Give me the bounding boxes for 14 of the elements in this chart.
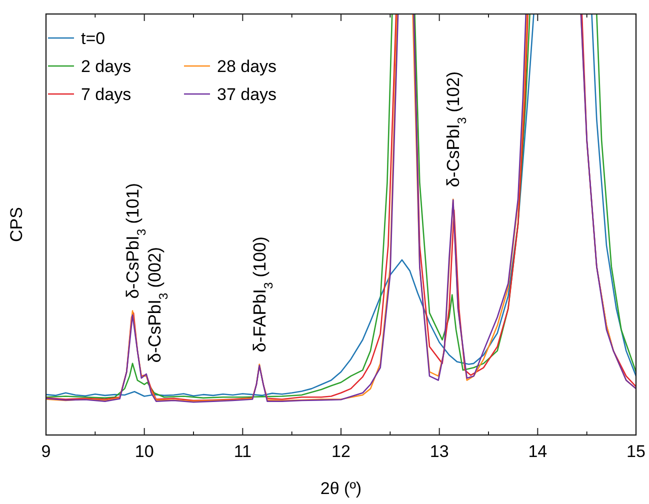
- legend-label: 28 days: [217, 57, 277, 76]
- x-tick-label: 13: [430, 442, 449, 461]
- legend-label: t=0: [81, 29, 106, 48]
- legend-label: 2 days: [81, 57, 132, 76]
- x-tick-label: 10: [134, 442, 154, 461]
- legend-label: 7 days: [81, 85, 132, 104]
- x-tick-label: 15: [626, 442, 646, 461]
- y-axis-title: CPS: [7, 207, 26, 242]
- x-axis-title: 2θ (º): [320, 479, 362, 498]
- legend-label: 37 days: [217, 85, 277, 104]
- x-tick-label: 9: [41, 442, 51, 461]
- x-tick-label: 12: [332, 442, 350, 461]
- x-tick-label: 11: [234, 442, 252, 461]
- x-tick-label: 14: [528, 442, 548, 461]
